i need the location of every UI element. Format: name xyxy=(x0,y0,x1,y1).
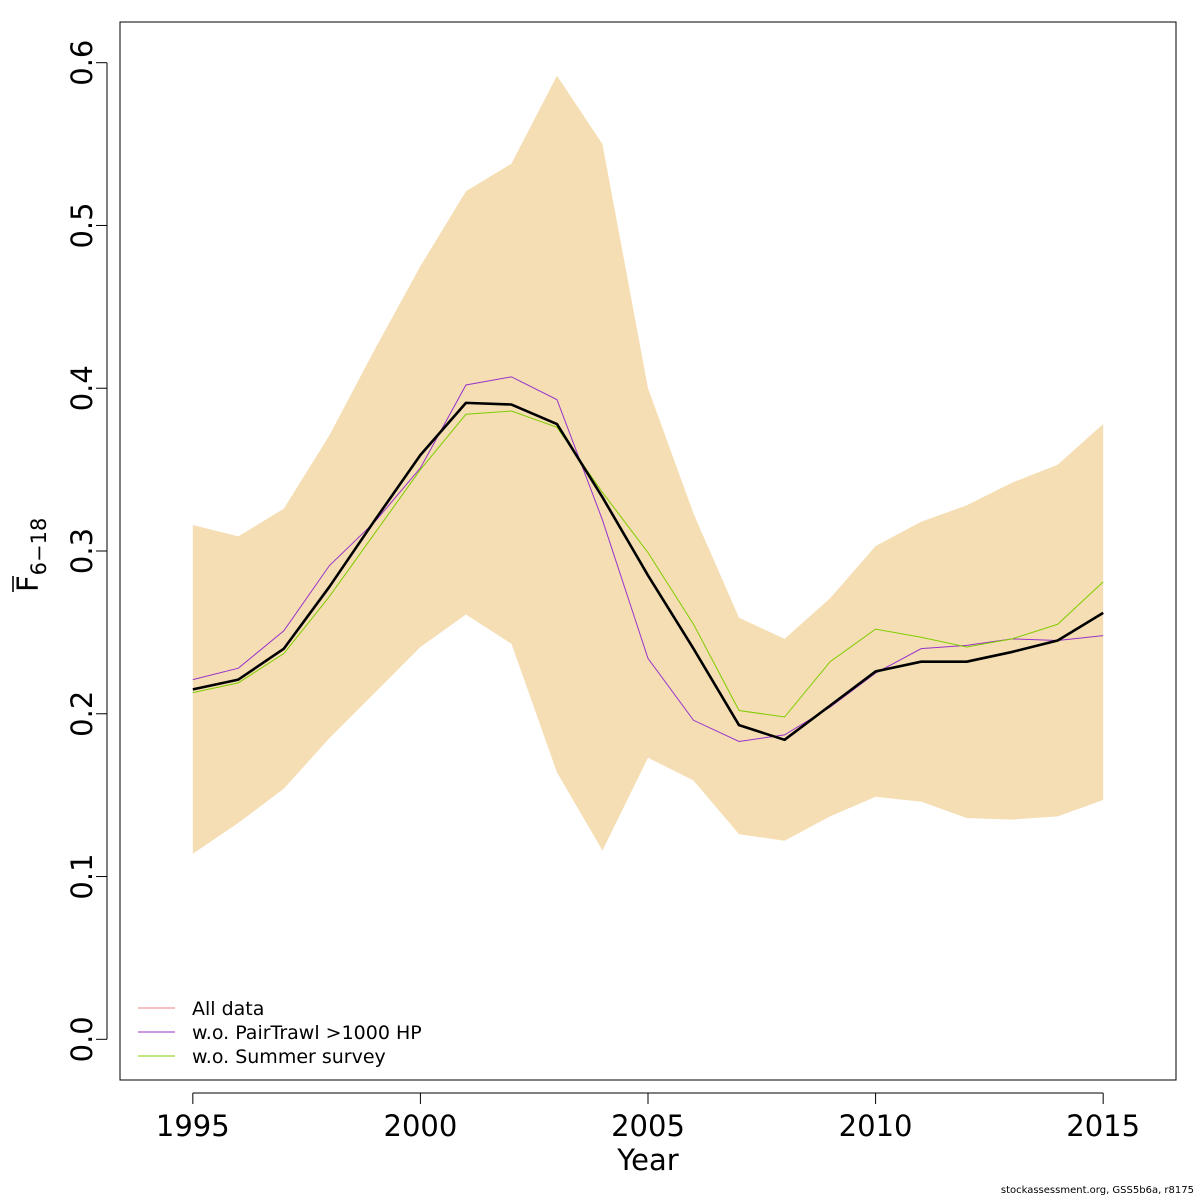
credit-text: stockassessment.org, GSS5b6a, r8175 xyxy=(1000,1185,1194,1196)
y-tick-label-3: 0.3 xyxy=(65,528,99,574)
y-tick-label-4: 0.4 xyxy=(65,365,99,411)
y-axis-title: F6−18 xyxy=(11,518,51,592)
y-tick-label-1: 0.1 xyxy=(65,853,99,899)
legend-label-2: w.o. PairTrawl >1000 HP xyxy=(192,1022,422,1044)
y-axis-title-base: F xyxy=(11,575,45,592)
x-tick-label-1995: 1995 xyxy=(156,1109,230,1143)
axes-layer: 1995 2000 2005 2010 2015 0.0 0.1 0.2 0.3 0.4 0.5 0.… xyxy=(65,40,1140,1143)
confidence-band-layer xyxy=(192,75,1104,854)
series-line-2 xyxy=(192,376,1104,742)
estimate-line xyxy=(192,401,1104,742)
y-axis-title-subscript: 6−18 xyxy=(27,518,51,576)
x-axis-title: Year xyxy=(616,1143,678,1177)
legend-label-1: All data xyxy=(192,998,264,1020)
legend-label-3: w.o. Summer survey xyxy=(192,1046,386,1068)
x-tick-label-2005: 2005 xyxy=(611,1109,685,1143)
confidence-band xyxy=(192,75,1104,854)
x-tick-label-2000: 2000 xyxy=(384,1109,458,1143)
y-tick-label-5: 0.5 xyxy=(65,202,99,248)
x-tick-label-2015: 2015 xyxy=(1066,1109,1140,1143)
y-tick-label-6: 0.6 xyxy=(65,40,99,86)
y-tick-label-0: 0.0 xyxy=(65,1016,99,1062)
estimate-layer xyxy=(192,401,1104,742)
x-tick-label-2010: 2010 xyxy=(839,1109,913,1143)
plot-frame xyxy=(119,21,1177,1081)
series-line-3 xyxy=(192,410,1104,718)
y-tick-label-2: 0.2 xyxy=(65,691,99,737)
